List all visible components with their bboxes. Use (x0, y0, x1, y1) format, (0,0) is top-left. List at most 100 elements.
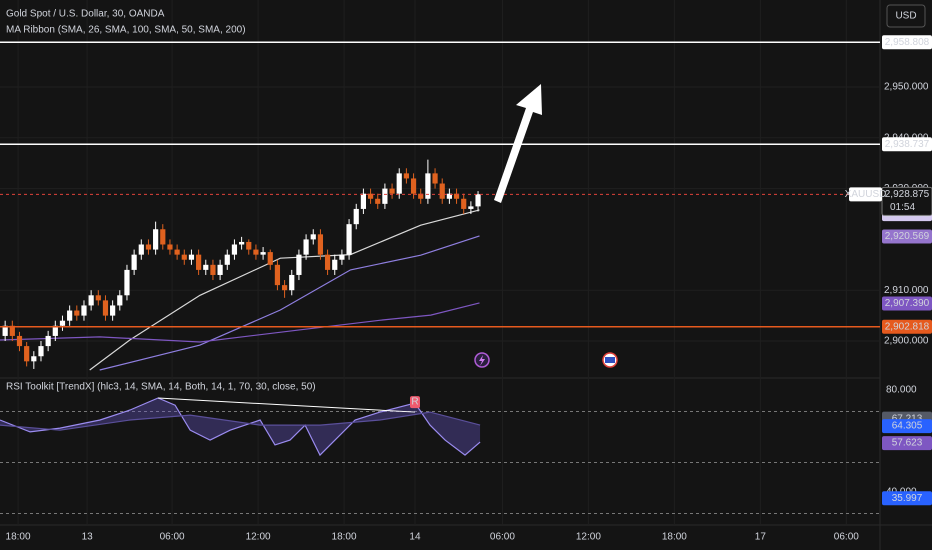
candle-body (153, 229, 159, 250)
chart-title: Gold Spot / U.S. Dollar, 30, OANDA (6, 9, 165, 20)
candle-body (102, 300, 109, 316)
candle-body (446, 193, 452, 199)
candle-body (425, 173, 431, 199)
price-label: 35.997 (892, 493, 923, 504)
candle-body (317, 234, 324, 255)
candle-body (439, 183, 445, 199)
last-price: 2,928.875 (885, 189, 930, 200)
price-label: 2,958.808 (885, 37, 930, 48)
x-tick-label: 17 (755, 532, 767, 543)
candle-body (418, 193, 424, 199)
candle-body (24, 346, 30, 362)
candle-body (160, 229, 166, 245)
price-label-bg (882, 436, 932, 451)
symbol-bg (849, 187, 882, 202)
divergence-marker (409, 396, 420, 409)
plot: R (0, 0, 880, 525)
candle-body (45, 335, 51, 347)
candle-body (360, 193, 367, 209)
line (99, 235, 480, 371)
candle-body (181, 254, 187, 260)
y-tick-label: 2,950.000 (884, 82, 929, 93)
candle-body (2, 325, 8, 336)
candle-body (324, 254, 331, 270)
candle-body (74, 310, 80, 316)
candle-body (475, 194, 481, 207)
line (0, 397, 481, 457)
candle-body (131, 254, 137, 270)
candle-body (67, 310, 73, 321)
line (89, 209, 480, 371)
candle-body (253, 249, 259, 255)
candle-body (246, 241, 252, 250)
divergence-line (158, 397, 416, 413)
price-label: 67.213 (892, 413, 923, 424)
candle-body (88, 295, 94, 306)
candle-body (38, 346, 44, 357)
x-tick-label: 12:00 (576, 532, 601, 543)
candle-body (203, 264, 209, 270)
candle-body (468, 206, 474, 209)
indicator-title: MA Ribbon (SMA, 26, SMA, 100, SMA, 50, S… (6, 25, 246, 36)
price-label-bg (882, 35, 932, 50)
candle-body (16, 335, 23, 347)
y-tick-label: 2,910.000 (884, 285, 929, 296)
rsi-title: RSI Toolkit [TrendX] (hlc3, 14, SMA, 14,… (6, 382, 316, 393)
candle-body (274, 264, 281, 286)
currency-button[interactable] (886, 4, 926, 28)
candle-body (224, 254, 230, 265)
candle-body (367, 193, 374, 199)
candle-body (310, 234, 316, 240)
candle-body (196, 254, 202, 270)
candle-body (138, 244, 144, 255)
x-tick-label: 18:00 (6, 532, 31, 543)
x-tick-label: 13 (82, 532, 94, 543)
candle-body (239, 241, 245, 245)
price-label: 2,920.569 (885, 231, 930, 242)
candle-body (52, 325, 58, 336)
x-tick-label: 12:00 (246, 532, 271, 543)
candle-body (403, 173, 409, 179)
divergence-label: R (411, 397, 418, 408)
candle-body (289, 274, 295, 291)
y-tick-label: 80.000 (886, 385, 917, 396)
candle-body (110, 305, 116, 316)
candle-body (453, 193, 460, 199)
candle-body (382, 188, 388, 204)
line (0, 411, 481, 431)
candle-body (81, 305, 87, 316)
candle-body (117, 295, 123, 306)
candle-body (389, 188, 395, 194)
candle-body (346, 224, 352, 255)
candle-body (461, 198, 467, 209)
x-tick-label: 14 (409, 532, 421, 543)
candle-body (375, 198, 381, 204)
candle-body (281, 285, 288, 291)
symbol: XAUUSD (845, 189, 887, 200)
candle-body (303, 239, 309, 255)
y-tick-label: 2,900.000 (884, 336, 929, 347)
price-label: 2,907.390 (885, 298, 930, 309)
candle-body (188, 254, 195, 260)
last-label-bg (881, 186, 932, 216)
candle-body (432, 173, 438, 184)
candle-body (267, 252, 273, 265)
candle-body (396, 173, 402, 194)
candle-body (210, 264, 216, 275)
price-label-bg (882, 229, 932, 244)
candle-body (339, 254, 345, 260)
price-label: 57.623 (892, 438, 923, 449)
candle-body (145, 244, 152, 250)
candle-body (296, 254, 302, 275)
arrow (494, 84, 542, 203)
flag (605, 357, 615, 363)
candle-body (231, 244, 238, 255)
price-label-bg (882, 137, 932, 152)
price-label-bg (882, 319, 932, 334)
candle-body (353, 208, 359, 225)
candle-body (410, 178, 417, 194)
currency: USD (895, 11, 916, 22)
